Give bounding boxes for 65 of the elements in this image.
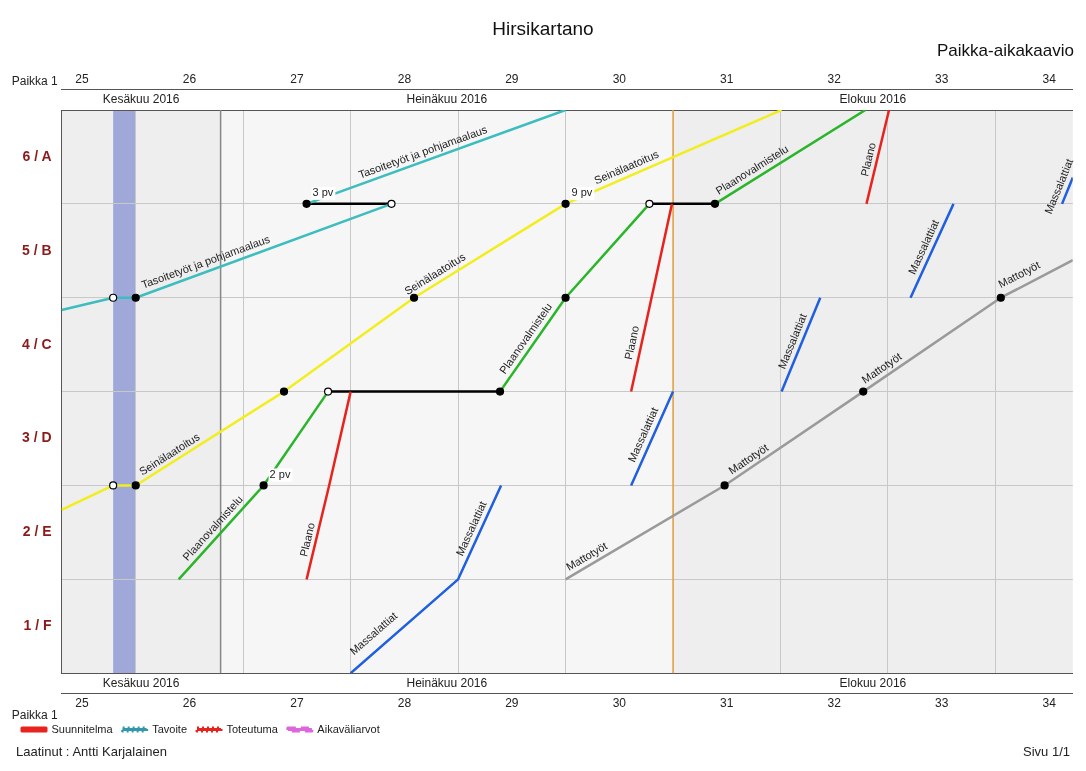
x2-tick-label: 26 bbox=[182, 696, 197, 711]
y-tick-label: 5 / B bbox=[21, 241, 52, 258]
text: Kesäkuu 2016 bbox=[102, 92, 180, 107]
text: Heinäkuu 2016 bbox=[406, 92, 488, 107]
annotation: Plaano bbox=[858, 141, 878, 178]
point bbox=[259, 481, 268, 490]
x2-tick-label: 28 bbox=[397, 696, 412, 711]
annotation: Plaano bbox=[297, 521, 317, 558]
point bbox=[109, 293, 118, 302]
x2-tick-label: 27 bbox=[290, 696, 304, 711]
x-tick-label: 30 bbox=[612, 71, 627, 86]
text: Laatinut : Antti Karjalainen bbox=[16, 744, 168, 760]
chart-subtitle: Paikka-aikakaavio bbox=[936, 40, 1074, 60]
legend-label: Aikaväliarvot bbox=[317, 722, 380, 735]
point bbox=[720, 481, 729, 490]
x-tick-label: 27 bbox=[290, 71, 304, 86]
point bbox=[561, 293, 570, 302]
x2-tick-label: 29 bbox=[505, 696, 519, 711]
x2-tick-label: 32 bbox=[827, 696, 842, 711]
y-tick-label: 3 / D bbox=[21, 429, 52, 446]
x-tick-label: 26 bbox=[182, 71, 197, 86]
point bbox=[996, 293, 1005, 302]
annotation: 9 pv bbox=[571, 186, 593, 199]
annotation: 3 pv bbox=[312, 186, 334, 199]
point bbox=[495, 387, 505, 396]
legend-label: Toteutuma bbox=[226, 722, 279, 735]
y-tick-label: 4 / C bbox=[21, 335, 52, 352]
point bbox=[323, 387, 333, 396]
point bbox=[279, 387, 289, 396]
y-tick-label: 1 / F bbox=[23, 617, 52, 634]
y-tick-label: 6 / A bbox=[22, 147, 52, 164]
x2-tick-label: 25 bbox=[75, 696, 89, 711]
point bbox=[859, 387, 868, 396]
x-tick-label: 25 bbox=[75, 71, 89, 86]
point bbox=[645, 199, 654, 208]
x2-tick-label: 33 bbox=[935, 696, 949, 711]
legend-label: Suunnitelma bbox=[51, 722, 114, 735]
legend-label: Tavoite bbox=[152, 722, 188, 735]
band-label: Kesäkuu 2016 bbox=[102, 675, 180, 690]
y-tick-label: 2 / E bbox=[22, 523, 52, 540]
x2-tick-label: 30 bbox=[612, 696, 627, 711]
text: Elokuu 2016 bbox=[839, 92, 907, 107]
point bbox=[387, 199, 396, 208]
point bbox=[131, 481, 140, 490]
x2-tick-label: 31 bbox=[720, 696, 734, 711]
x-tick-label: 32 bbox=[827, 71, 842, 86]
annotation: Plaano bbox=[622, 324, 642, 361]
band-label: Elokuu 2016 bbox=[839, 675, 907, 690]
annotation: 2 pv bbox=[269, 468, 291, 480]
text: Sivu 1/1 bbox=[1023, 744, 1070, 760]
x-tick-label: 28 bbox=[397, 71, 412, 86]
x2-tick-label: 34 bbox=[1042, 696, 1057, 711]
point bbox=[302, 199, 311, 208]
x-tick-label: 34 bbox=[1042, 71, 1057, 86]
x-tick-label: 29 bbox=[505, 71, 519, 86]
point bbox=[131, 293, 140, 302]
point bbox=[561, 199, 570, 208]
band-label: Heinäkuu 2016 bbox=[406, 675, 488, 690]
chart-title: Hirsikartano bbox=[492, 17, 594, 39]
y-axis-title: Paikka 1 bbox=[11, 73, 59, 88]
point bbox=[710, 199, 720, 208]
text: Paikka 1 bbox=[11, 707, 58, 722]
x-tick-label: 31 bbox=[720, 71, 734, 86]
point bbox=[109, 481, 118, 490]
x-tick-label: 33 bbox=[935, 71, 949, 86]
